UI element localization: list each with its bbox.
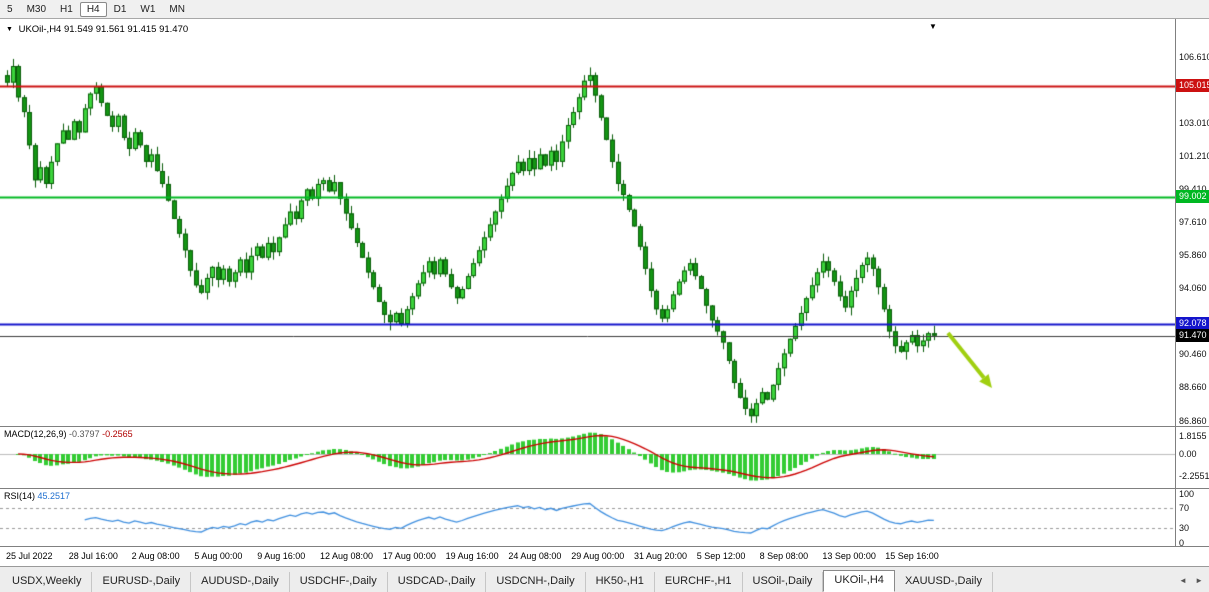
price-tick: 97.610: [1179, 217, 1207, 228]
price-tick: 101.210: [1179, 151, 1209, 162]
price-tick: 103.010: [1179, 117, 1209, 128]
quote-open: 91.549: [63, 24, 94, 35]
price-axis[interactable]: 106.610 103.010 101.210 99.410 97.610 95.860 9…: [1175, 19, 1209, 426]
rsi-label: RSI(14) 45.2517: [4, 491, 71, 501]
chart-symbol-label: UKOil-,H4: [18, 24, 62, 35]
time-axis-label: 15 Sep 16:00: [885, 551, 939, 561]
price-tick: 88.660: [1179, 382, 1207, 393]
price-tick: 86.860: [1179, 415, 1207, 426]
quote-high: 91.561: [95, 24, 125, 35]
price-level-badge: 105.015: [1176, 78, 1209, 92]
quote-close: 91.470: [159, 24, 189, 35]
time-axis-label: 24 Aug 08:00: [508, 551, 562, 561]
macd-value-signal: -0.2565: [102, 429, 133, 439]
price-tick: 95.860: [1179, 249, 1207, 260]
rsi-value: 45.2517: [37, 491, 71, 501]
timeframe-button-h1[interactable]: H1: [60, 3, 73, 15]
time-axis-label: 29 Aug 00:00: [571, 551, 625, 561]
tab-ukoil-h4[interactable]: UKOil-,H4: [823, 570, 895, 592]
time-axis-label: 19 Aug 16:00: [445, 551, 499, 561]
timeframe-toolbar: 5 M30 H1 H4 D1 W1 MN: [0, 0, 1209, 19]
rsi-scale-tick: 70: [1179, 502, 1190, 513]
price-chart-pane[interactable]: ▼ UKOil-,H4 91.549 91.561 91.415 91.470 …: [0, 19, 1209, 426]
rsi-axis[interactable]: 100 70 30 0: [1175, 489, 1209, 548]
timeframe-button-w1[interactable]: W1: [140, 3, 156, 15]
time-axis-label: 5 Aug 00:00: [194, 551, 243, 561]
tab-xauusd-daily[interactable]: XAUUSD-,Daily: [895, 572, 993, 592]
chart-tab-bar: USDX,Weekly EURUSD-,Daily AUDUSD-,Daily USD…: [0, 566, 1209, 592]
macd-axis[interactable]: 1.8155 0.00 -2.2551: [1175, 427, 1209, 488]
rsi-scale-tick: 30: [1179, 522, 1190, 533]
tab-usdchf-daily[interactable]: USDCHF-,Daily: [290, 572, 388, 592]
price-tick: 106.610: [1179, 51, 1209, 62]
tab-usdcad-daily[interactable]: USDCAD-,Daily: [388, 572, 487, 592]
tab-usdx-weekly[interactable]: USDX,Weekly: [2, 572, 93, 592]
time-axis-label: 5 Sep 12:00: [696, 551, 746, 561]
macd-indicator-pane[interactable]: MACD(12,26,9) -0.3797 -0.2565 1.8155 0.00…: [0, 426, 1209, 488]
time-axis-label: 2 Aug 08:00: [131, 551, 180, 561]
tab-eurchf-h1[interactable]: EURCHF-,H1: [655, 572, 743, 592]
tab-usdcnh-daily[interactable]: USDCNH-,Daily: [486, 572, 586, 592]
price-level-badge: 92.078: [1176, 317, 1209, 331]
rsi-indicator-pane[interactable]: RSI(14) 45.2517 100 70 30 0: [0, 488, 1209, 548]
macd-scale-tick: 0.00: [1179, 449, 1197, 459]
time-axis-label: 28 Jul 16:00: [68, 551, 118, 561]
timeframe-button-5[interactable]: 5: [7, 3, 13, 15]
tab-usoil-daily[interactable]: USOil-,Daily: [743, 572, 824, 592]
timeframe-button-mn[interactable]: MN: [169, 3, 185, 15]
macd-label: MACD(12,26,9) -0.3797 -0.2565: [4, 429, 133, 439]
price-tick: 94.060: [1179, 282, 1207, 293]
symbol-dropdown-icon[interactable]: ▼: [6, 26, 13, 33]
time-axis-label: 25 Jul 2022: [6, 551, 53, 561]
chart-shift-marker-icon[interactable]: ▼: [929, 22, 937, 31]
price-level-badge: 99.002: [1176, 189, 1209, 203]
price-level-badge: 91.470: [1176, 328, 1209, 342]
timeframe-button-d1[interactable]: D1: [113, 3, 127, 15]
quote-low: 91.415: [127, 24, 157, 35]
time-axis-label: 9 Aug 16:00: [257, 551, 306, 561]
time-axis-label: 12 Aug 08:00: [320, 551, 374, 561]
chart-title: ▼ UKOil-,H4 91.549 91.561 91.415 91.470: [6, 24, 188, 35]
rsi-scale-tick: 0: [1179, 537, 1185, 548]
macd-chart-canvas[interactable]: [0, 427, 1175, 488]
macd-scale-tick: 1.8155: [1179, 431, 1207, 442]
timeframe-button-h4[interactable]: H4: [79, 1, 107, 17]
timeframe-button-m30[interactable]: M30: [26, 3, 47, 15]
macd-scale-tick: -2.2551: [1179, 471, 1209, 482]
price-tick: 90.460: [1179, 349, 1207, 360]
tab-audusd-daily[interactable]: AUDUSD-,Daily: [191, 572, 290, 592]
time-axis-label: 17 Aug 00:00: [382, 551, 436, 561]
tab-scroll-arrows[interactable]: ◄ ►: [1178, 576, 1206, 585]
time-axis-label: 31 Aug 20:00: [634, 551, 688, 561]
rsi-chart-canvas[interactable]: [0, 489, 1175, 545]
candlestick-chart-canvas[interactable]: [0, 19, 1175, 426]
macd-value-main: -0.3797: [69, 429, 100, 439]
rsi-scale-tick: 100: [1179, 489, 1195, 499]
price-tick: 99.410: [1179, 184, 1207, 194]
time-axis-label: 13 Sep 00:00: [822, 551, 876, 561]
time-axis[interactable]: 25 Jul 2022 28 Jul 16:00 2 Aug 08:00 5 Aug …: [0, 546, 1209, 566]
tab-hk50-h1[interactable]: HK50-,H1: [586, 572, 655, 592]
time-axis-label: 8 Sep 08:00: [759, 551, 809, 561]
tab-eurusd-daily[interactable]: EURUSD-,Daily: [92, 572, 192, 592]
